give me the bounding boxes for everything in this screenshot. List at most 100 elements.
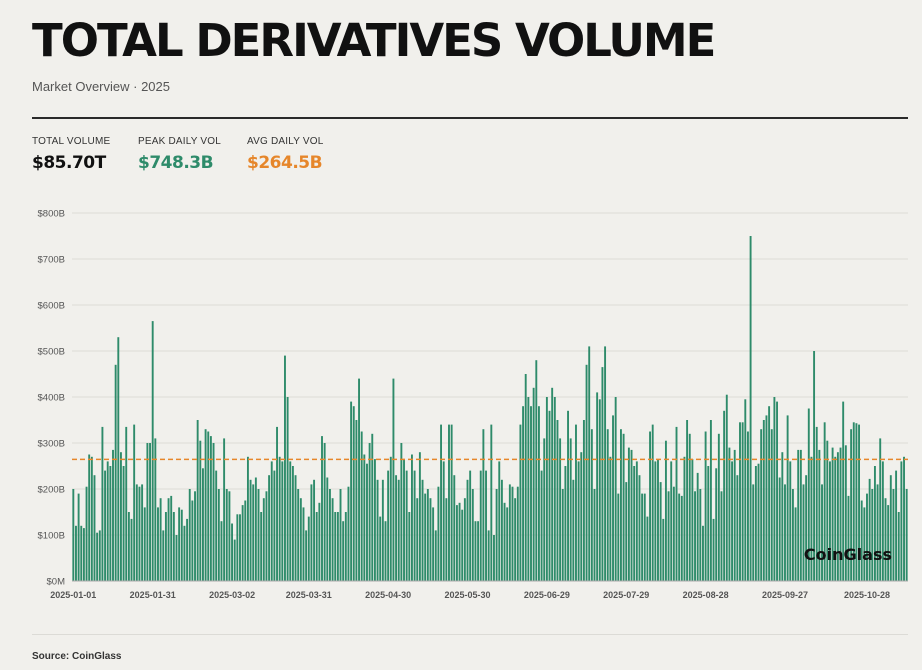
bar (839, 447, 842, 581)
bar (360, 431, 363, 581)
bar (119, 452, 122, 581)
y-tick-label: $700B (38, 255, 65, 266)
bar (471, 489, 474, 581)
bar (276, 426, 278, 581)
bar (450, 424, 453, 581)
bar (159, 498, 162, 581)
bar (72, 489, 75, 581)
bar (418, 452, 421, 581)
bar (188, 489, 191, 581)
bar (506, 507, 509, 581)
bar (876, 484, 879, 581)
bar (762, 420, 765, 581)
bar (424, 493, 427, 581)
bar (379, 516, 382, 581)
bar (495, 489, 498, 581)
bar (207, 431, 210, 581)
x-tick-label: 2025-10-28 (844, 590, 890, 600)
bar (622, 433, 625, 581)
bar (667, 491, 670, 581)
bar (202, 468, 204, 581)
bar (612, 415, 614, 581)
bar (141, 484, 144, 581)
bar (355, 420, 358, 581)
bar (157, 507, 159, 581)
bar (638, 475, 641, 581)
bar (757, 463, 760, 581)
bar (712, 518, 715, 581)
bar (863, 507, 866, 581)
bar (723, 410, 726, 581)
bar (80, 525, 83, 581)
bar (789, 461, 792, 581)
bar (760, 429, 763, 581)
bar (855, 423, 858, 581)
bar (720, 491, 723, 581)
bar (659, 482, 662, 581)
bar (805, 475, 808, 581)
bar (77, 493, 80, 581)
bar (678, 493, 681, 581)
bar (585, 364, 588, 581)
bar (778, 477, 781, 581)
coinglass-watermark: CoinGlass (804, 545, 892, 564)
x-tick-label: 2025-09-27 (762, 590, 808, 600)
bar (437, 486, 440, 581)
bar (866, 493, 868, 581)
bar (204, 429, 207, 581)
bar (799, 449, 802, 581)
bar (741, 422, 744, 581)
bar (715, 468, 718, 581)
bar (781, 452, 784, 581)
bar (794, 507, 797, 581)
bar (98, 530, 101, 581)
x-tick-label: 2025-08-28 (683, 590, 729, 600)
bar (82, 528, 85, 581)
bar (675, 426, 678, 581)
bar (352, 406, 355, 581)
volume-bar-chart: $0M $100B $200B $300B $400B $500B $600B $700B $8… (38, 209, 908, 600)
bar (630, 449, 633, 581)
bar (765, 415, 768, 581)
bar (387, 470, 390, 581)
bar (572, 479, 575, 581)
bar (641, 493, 644, 581)
bar (746, 431, 749, 581)
bar (807, 408, 810, 581)
bar (458, 502, 461, 581)
bar (702, 525, 704, 581)
bar (426, 489, 429, 581)
bar (400, 443, 403, 581)
bar (532, 387, 535, 581)
bar (384, 521, 387, 581)
bar (321, 436, 323, 581)
stat-value: $264.5B (247, 153, 323, 173)
bar (818, 449, 821, 581)
bar (395, 475, 398, 581)
bar (884, 498, 887, 581)
bar (651, 424, 654, 581)
bar (445, 498, 448, 581)
bar (503, 502, 506, 581)
bar (336, 512, 339, 581)
bar (498, 461, 501, 581)
bar (180, 509, 183, 581)
bar (474, 521, 477, 581)
source-note: Source: CoinGlass (32, 651, 122, 662)
bar (892, 489, 895, 581)
bar (146, 443, 149, 581)
bar (265, 491, 268, 581)
stat-label: TOTAL VOLUME (32, 136, 111, 147)
bar (405, 470, 408, 581)
bar (403, 459, 405, 581)
bar (416, 498, 419, 581)
y-tick-label: $300B (38, 439, 65, 450)
bar (194, 491, 196, 581)
y-tick-label: $100B (38, 531, 65, 542)
bar (455, 505, 458, 581)
bar (770, 429, 773, 581)
bar (823, 422, 826, 581)
x-tick-label: 2025-05-30 (444, 590, 490, 600)
bar (606, 429, 609, 581)
bar (254, 477, 257, 581)
